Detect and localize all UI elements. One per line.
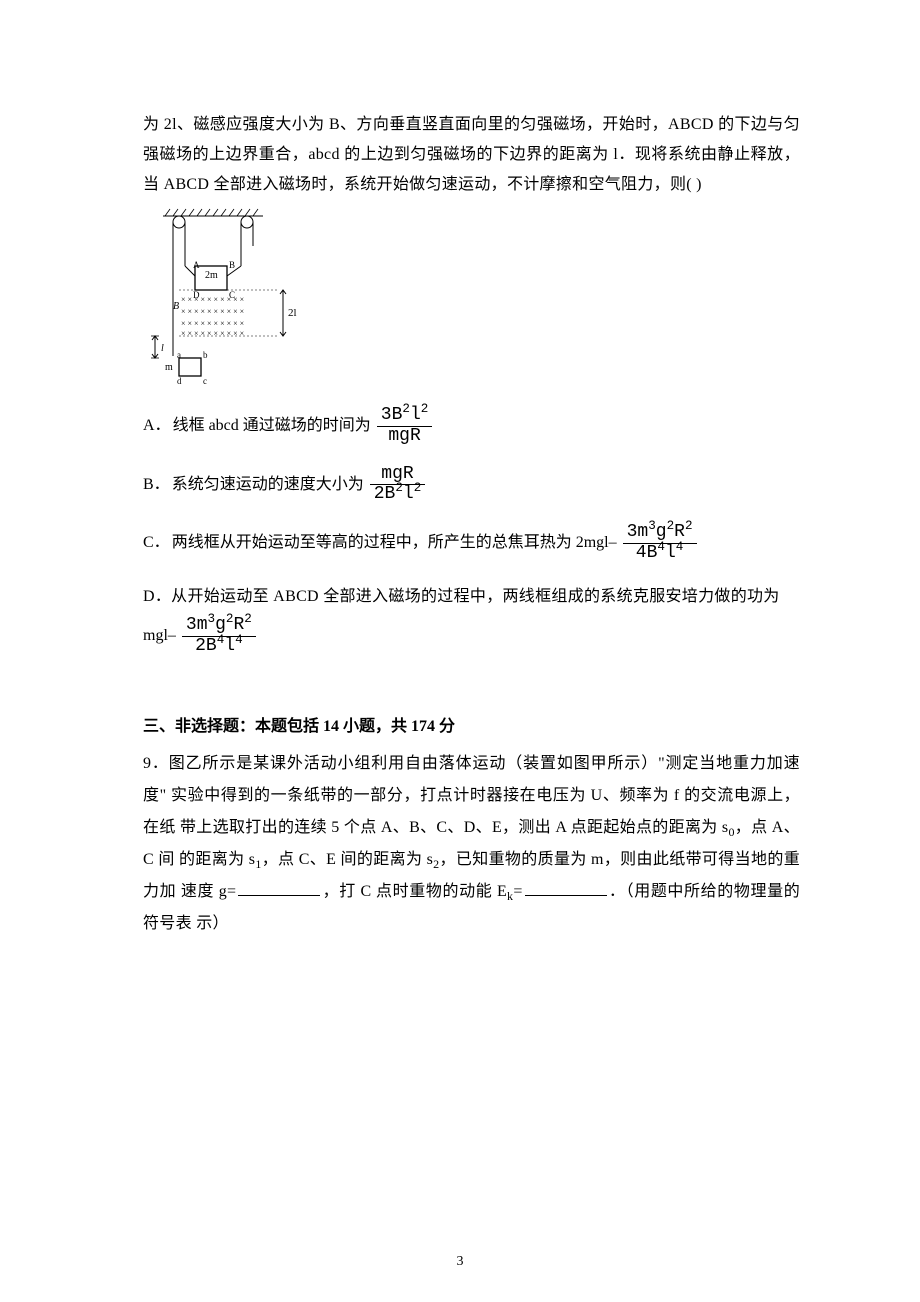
option-D-label: D． <box>143 588 171 605</box>
q9-line5a: 速度 g= <box>181 883 236 900</box>
option-C: C． 两线框从开始运动至等高的过程中，所产生的总焦耳热为 2mgl– 3m3g2… <box>143 523 800 564</box>
svg-text:× × × × × × × × × ×: × × × × × × × × × × <box>181 319 244 328</box>
option-B-text: 系统匀速运动的速度大小为 <box>172 467 364 503</box>
option-C-fraction: 3m3g2R2 4B4l4 <box>623 523 697 564</box>
section-3-title: 三、非选择题：本题包括 14 小题，共 174 分 <box>143 712 800 742</box>
option-D-fraction: 3m3g2R2 2B4l4 <box>182 616 256 657</box>
frac-den: 4B4l4 <box>623 544 697 564</box>
q9-line3: 带上选取打出的连续 5 个点 A、B、C、D、E，测出 A 点距起始点的距离为 … <box>180 819 728 836</box>
question-9: 9．图乙所示是某课外活动小组利用自由落体运动（装置如图甲所示）"测定当地重力加速… <box>143 748 800 940</box>
diagram-label-A: A <box>193 260 200 270</box>
frac-den: 2B4l4 <box>182 637 256 657</box>
option-B-fraction: mgR 2B2l2 <box>370 465 426 506</box>
option-A-fraction: 3B2l2 mgR <box>377 406 433 447</box>
page-number: 3 <box>0 1254 920 1270</box>
diagram-label-Bfield: B <box>173 301 179 312</box>
continuation-paragraph: 为 2l、磁感应强度大小为 B、方向垂直竖直面向里的匀强磁场，开始时，ABCD … <box>143 110 800 200</box>
q9-line4b: ，点 C、E 间的距离为 s <box>262 851 434 868</box>
svg-text:× × × × × × × × × ×: × × × × × × × × × × <box>181 307 244 316</box>
svg-text:× × × × × × × × × ×: × × × × × × × × × × <box>181 295 244 304</box>
svg-text:× × × × × × × × × ×: × × × × × × × × × × <box>181 329 244 338</box>
para-line1: 为 2l、磁感应强度大小为 B、方向垂直竖直面向里的匀强磁场，开始时，ABCD … <box>143 116 800 133</box>
diagram-label-c: c <box>203 376 207 386</box>
diagram-label-d: d <box>177 376 182 386</box>
frac-den: mgR <box>377 427 433 447</box>
page-container: 为 2l、磁感应强度大小为 B、方向垂直竖直面向里的匀强磁场，开始时，ABCD … <box>0 0 920 1302</box>
option-D-tail-prefix: mgl– <box>143 618 176 654</box>
option-B-label: B． <box>143 467 170 503</box>
frac-num: 3B2l2 <box>377 406 433 427</box>
diagram-svg: A B D C 2m × × × × × × × × × × × × × × ×… <box>143 206 308 396</box>
diagram-label-l: l <box>161 343 164 354</box>
q9-line5b: ，打 C 点时重物的动能 E <box>322 883 507 900</box>
option-D-text: 从开始运动至 ABCD 全部进入磁场的过程中，两线框组成的系统克服安培力做的功为 <box>171 588 779 605</box>
physics-diagram: A B D C 2m × × × × × × × × × × × × × × ×… <box>143 206 800 396</box>
q9-line6: 示） <box>196 915 229 932</box>
para-line2: 强磁场的上边界重合，abcd 的上边到匀强磁场的下边界的距离为 l．现将系统由静… <box>143 146 800 163</box>
frac-den: 2B2l2 <box>370 485 426 505</box>
option-C-text: 两线框从开始运动至等高的过程中，所产生的总焦耳热为 2mgl– <box>172 525 617 561</box>
q9-line5c: = <box>513 883 522 900</box>
option-A-text: 线框 abcd 通过磁场的时间为 <box>173 408 371 444</box>
option-C-label: C． <box>143 525 170 561</box>
option-B: B． 系统匀速运动的速度大小为 mgR 2B2l2 <box>143 465 800 506</box>
option-D: D．从开始运动至 ABCD 全部进入磁场的过程中，两线框组成的系统克服安培力做的… <box>143 582 800 612</box>
option-A: A． 线框 abcd 通过磁场的时间为 3B2l2 mgR <box>143 406 800 447</box>
diagram-label-b: b <box>203 350 208 360</box>
diagram-label-a: a <box>177 350 181 360</box>
diagram-label-2m: 2m <box>205 270 218 281</box>
diagram-label-B: B <box>229 260 235 270</box>
blank-ek <box>525 879 607 896</box>
diagram-label-2l: 2l <box>288 307 297 319</box>
q9-line4a: 的距离为 s <box>179 851 255 868</box>
option-D-tail: mgl– 3m3g2R2 2B4l4 <box>143 616 800 657</box>
field-crosses: × × × × × × × × × × × × × × × × × × × × … <box>181 295 244 338</box>
para-line3: 当 ABCD 全部进入磁场时，系统开始做匀速运动，不计摩擦和空气阻力，则( ) <box>143 176 702 193</box>
diagram-label-m: m <box>165 362 173 373</box>
option-A-label: A． <box>143 408 171 444</box>
blank-g <box>238 879 320 896</box>
